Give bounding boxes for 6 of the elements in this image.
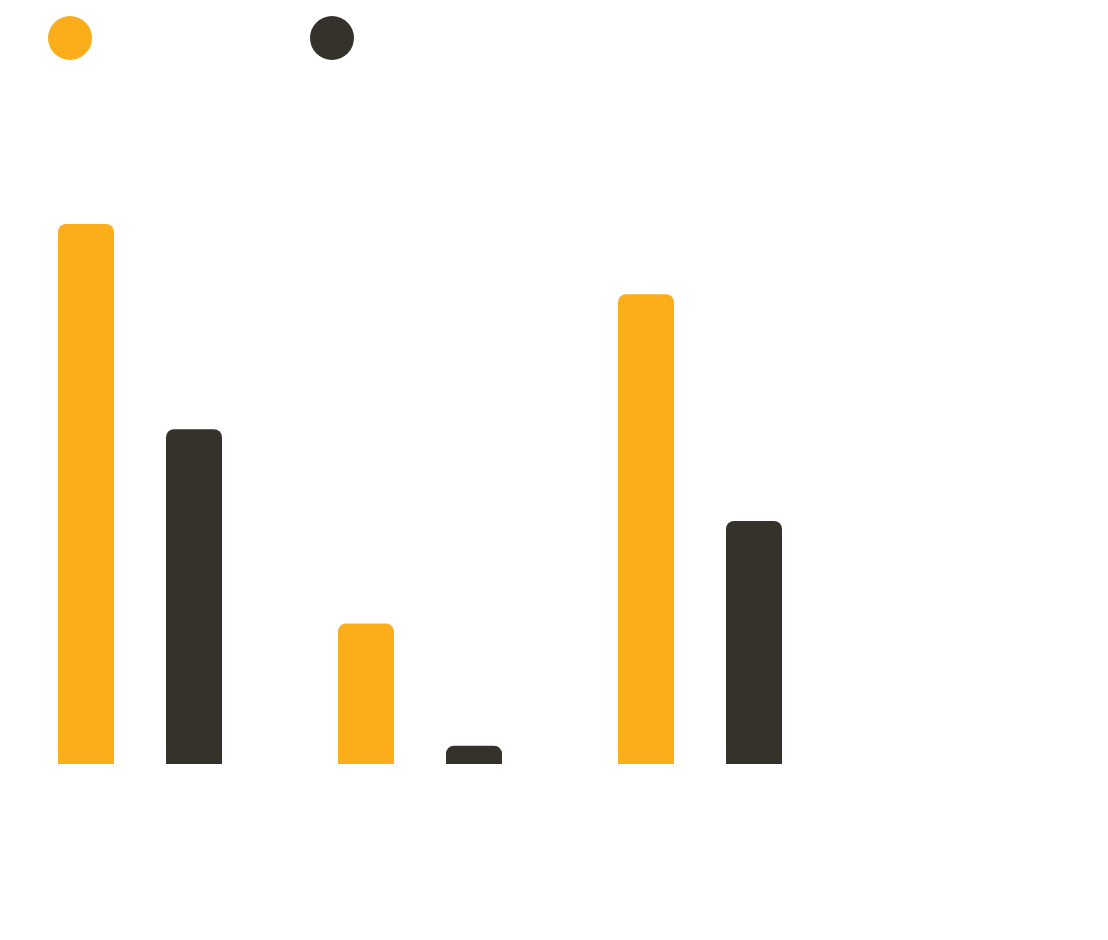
bar <box>58 224 114 764</box>
bar <box>166 429 222 764</box>
bar <box>726 521 782 764</box>
bar <box>618 294 674 764</box>
bar <box>446 745 502 764</box>
bar <box>338 623 394 764</box>
